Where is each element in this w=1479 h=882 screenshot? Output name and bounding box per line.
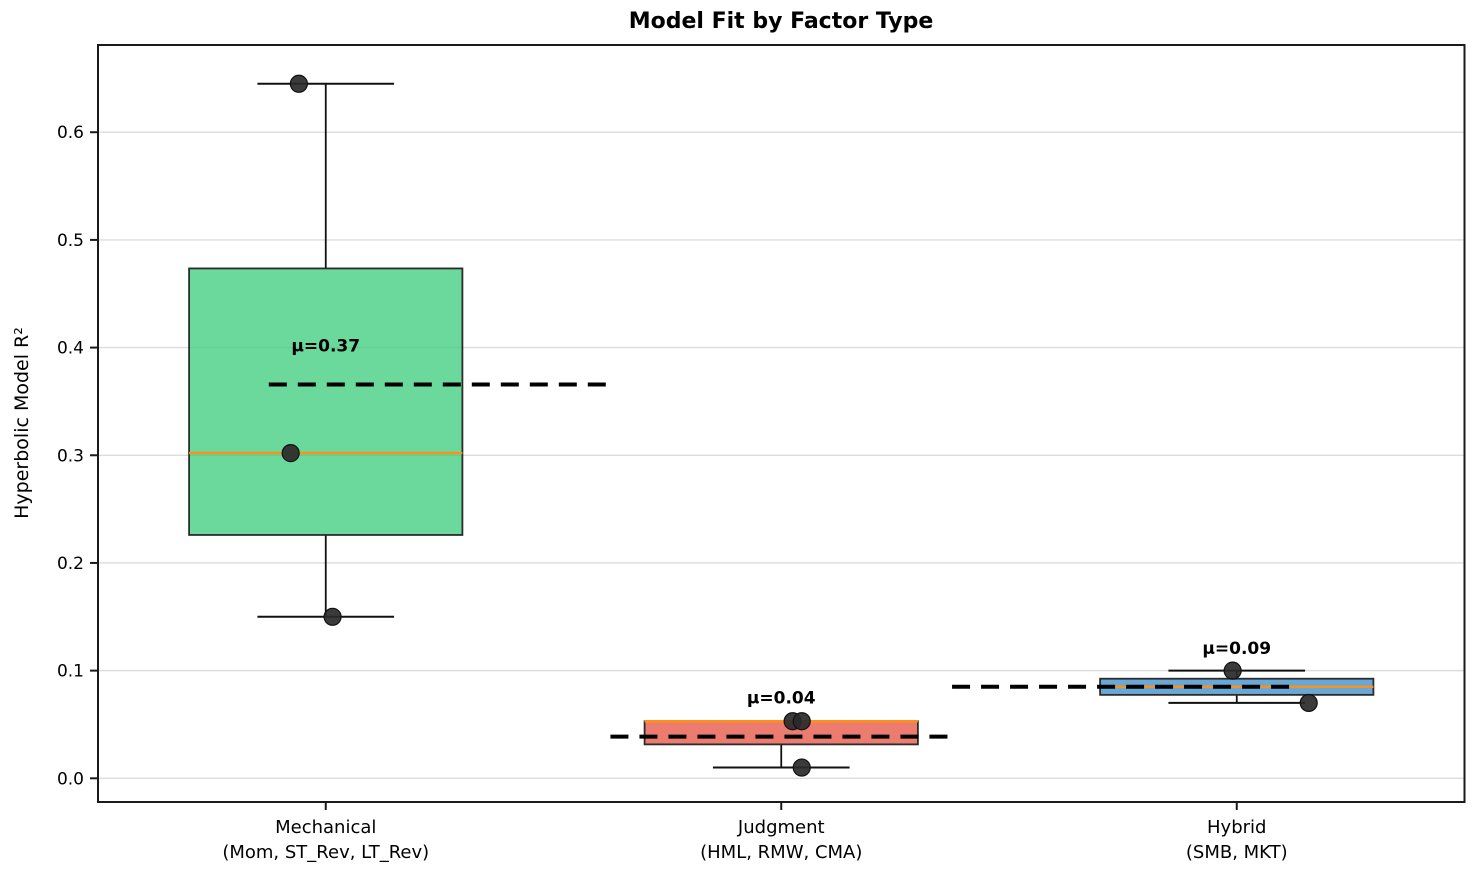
box-mechanical — [188, 267, 464, 536]
x-tick-sublabel: (HML, RMW, CMA) — [700, 842, 862, 863]
data-point — [1299, 693, 1318, 713]
data-point — [1223, 661, 1242, 680]
y-axis-label: Hyperbolic Model R² — [11, 327, 33, 519]
data-point — [792, 758, 811, 777]
y-tick-label: 0.3 — [57, 446, 84, 466]
axes: 0.0 0.1 0.2 0.3 0.4 0.5 0.6 Mechanical (Mom, ST_… — [57, 44, 1466, 863]
y-tick-label: 0.1 — [57, 662, 84, 682]
chart-title: Model Fit by Factor Type — [629, 9, 934, 34]
mean-label: μ=0.37 — [291, 337, 360, 357]
mean-label: μ=0.09 — [1202, 639, 1271, 659]
y-tick-label: 0.0 — [57, 769, 84, 789]
x-tick-sublabel: (SMB, MKT) — [1186, 842, 1288, 863]
y-tick-label: 0.4 — [57, 339, 84, 359]
box-judgment — [643, 720, 919, 746]
y-tick-label: 0.5 — [57, 231, 84, 251]
x-tick-sublabel: (Mom, ST_Rev, LT_Rev) — [222, 842, 429, 863]
mean-lines: μ=0.37 μ=0.04 μ=0.09 — [268, 337, 1294, 739]
x-tick-label: Hybrid — [1207, 817, 1266, 838]
gridlines-overlay — [98, 131, 1465, 780]
data-points — [281, 74, 1318, 777]
data-point — [281, 444, 300, 463]
x-tick-label: Mechanical — [275, 817, 376, 838]
data-point — [792, 712, 811, 731]
y-tick-label: 0.2 — [57, 554, 84, 574]
x-tick-label: Judgment — [737, 817, 825, 838]
data-point — [289, 74, 308, 93]
mean-label: μ=0.04 — [747, 689, 816, 709]
labels: Model Fit by Factor Type Hyperbolic Mode… — [11, 9, 933, 519]
data-point — [323, 607, 342, 626]
box-series — [188, 82, 1375, 769]
y-tick-label: 0.6 — [57, 123, 84, 143]
